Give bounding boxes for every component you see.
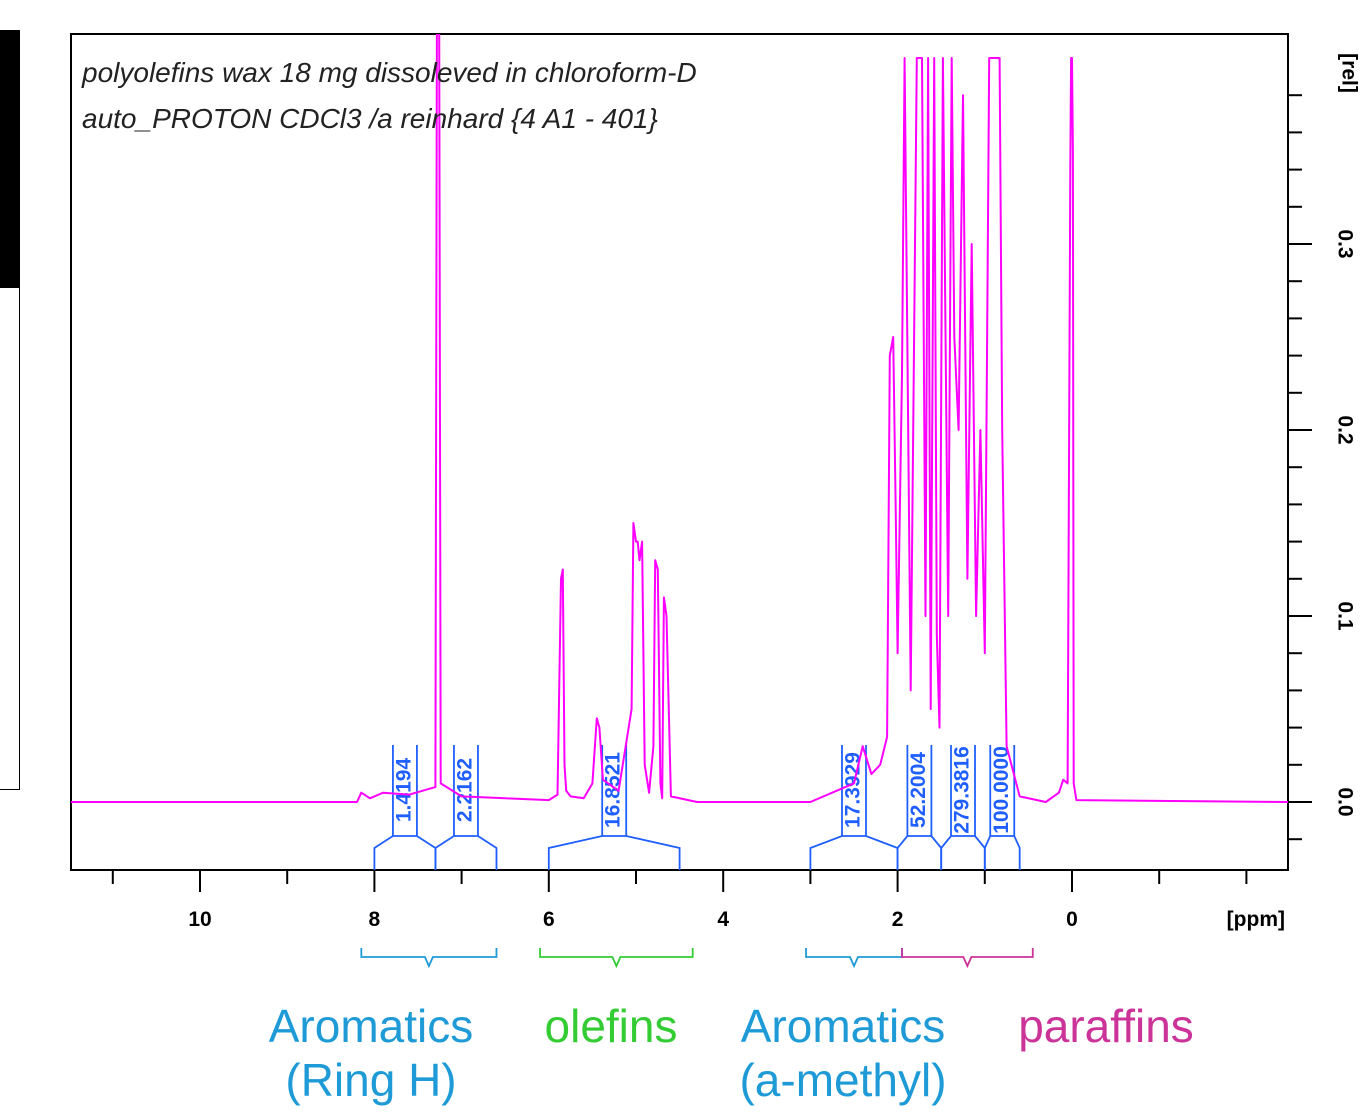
region-label: Aromatics — [741, 1000, 945, 1052]
region-annotation: Aromatics(Ring H) — [269, 948, 498, 1106]
integral-value: 100.0000 — [990, 746, 1013, 834]
region-label: olefins — [545, 1000, 678, 1052]
integral-value: 2.2162 — [454, 758, 477, 822]
x-tick-label: 0 — [1066, 908, 1078, 931]
integral-value: 16.8521 — [602, 752, 625, 828]
region-label: Aromatics — [269, 1000, 473, 1052]
region-label: (a-methyl) — [739, 1054, 946, 1106]
chart-title-line-2: auto_PROTON CDCl3 /a reinhard {4 A1 - 40… — [82, 103, 658, 134]
spectrum-trace — [71, 34, 1288, 803]
spectrum-line — [71, 34, 1288, 803]
y-tick-label: 0.1 — [1333, 601, 1356, 631]
sidebar-dark-panel — [0, 30, 20, 288]
region-annotations: Aromatics(Ring H)olefins Aromatics(a-meth… — [269, 948, 1194, 1106]
integral-region: 1.4194 — [373, 745, 437, 870]
integral-bracket — [547, 835, 681, 870]
y-axis-label: [rel] — [1337, 53, 1360, 93]
region-bracket — [805, 948, 903, 969]
x-tick-label: 10 — [188, 908, 211, 931]
integral-value: 279.3816 — [951, 746, 974, 834]
integral-regions: 1.4194 2.2162 16.8521 17.3929 52.2004 279.381… — [373, 745, 1021, 870]
integral-region: 279.3816 — [940, 745, 986, 870]
integral-region: 16.8521 — [547, 745, 681, 870]
region-bracket — [901, 948, 1034, 969]
region-annotation: paraffins — [901, 948, 1194, 1052]
region-label: paraffins — [1018, 1000, 1194, 1052]
y-tick-label: 0.3 — [1333, 229, 1356, 258]
y-axis: 0.0 0.1 0.2 0.3 — [1288, 94, 1356, 841]
region-label: (Ring H) — [285, 1054, 456, 1106]
y-tick-label: 0.0 — [1333, 787, 1356, 816]
region-bracket — [360, 948, 498, 969]
x-tick-label: 4 — [717, 908, 729, 931]
region-bracket — [539, 948, 694, 969]
y-tick-label: 0.2 — [1333, 415, 1356, 444]
integral-region: 100.0000 — [983, 745, 1021, 870]
integral-region: 2.2162 — [434, 745, 498, 870]
chart-title-line-1: polyolefins wax 18 mg dissoleved in chlo… — [81, 57, 697, 88]
integral-value: 52.2004 — [907, 752, 930, 828]
integral-value: 17.3929 — [842, 752, 865, 828]
region-annotation: olefins — [539, 948, 694, 1052]
x-axis-label: [ppm] — [1227, 908, 1285, 931]
x-axis: 10 8 6 4 2 0 — [111, 870, 1248, 931]
integral-bracket — [983, 835, 1021, 870]
integral-bracket — [434, 835, 498, 870]
integral-value: 1.4194 — [392, 758, 415, 823]
x-tick-label: 8 — [369, 908, 381, 931]
sidebar-frame — [0, 288, 20, 790]
x-tick-label: 2 — [892, 908, 904, 931]
region-annotation: Aromatics(a-methyl) — [739, 948, 947, 1106]
x-tick-label: 6 — [543, 908, 555, 931]
integral-region: 52.2004 — [896, 745, 943, 870]
plot-frame — [70, 33, 1289, 871]
